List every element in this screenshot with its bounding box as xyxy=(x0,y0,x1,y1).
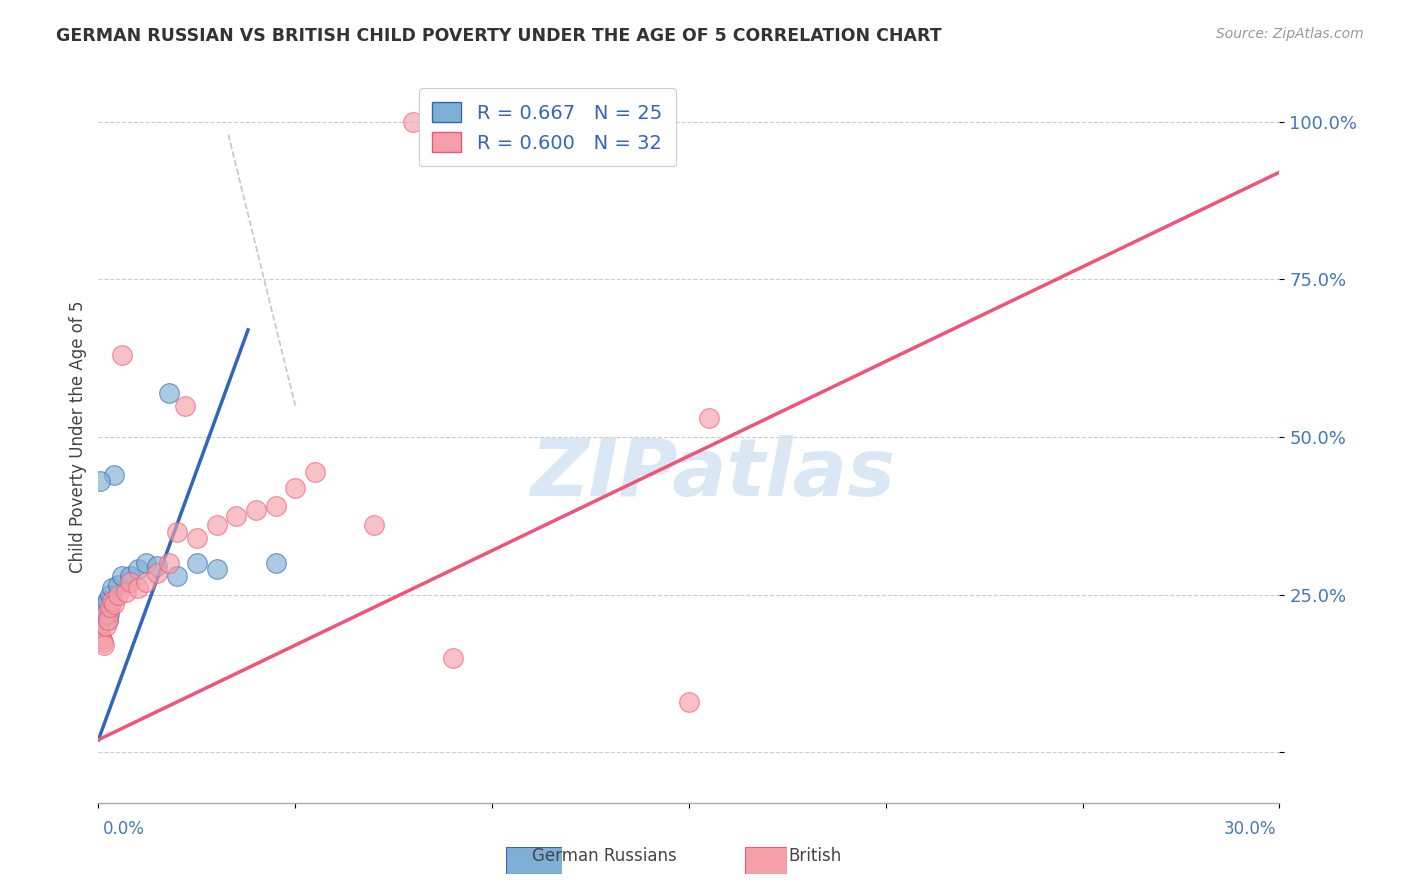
Point xyxy=(96,594,118,608)
Point xyxy=(135,575,157,590)
Point xyxy=(205,518,228,533)
Point xyxy=(245,502,267,516)
Point xyxy=(91,632,114,646)
Point xyxy=(186,556,208,570)
Point xyxy=(93,600,115,615)
Point xyxy=(101,582,124,596)
Point xyxy=(363,518,385,533)
Y-axis label: Child Poverty Under the Age of 5: Child Poverty Under the Age of 5 xyxy=(69,301,87,574)
Point xyxy=(91,609,114,624)
Point xyxy=(97,613,120,627)
Point xyxy=(103,597,125,611)
Point xyxy=(91,603,114,617)
Text: British: British xyxy=(789,847,842,865)
Point xyxy=(174,399,197,413)
Point xyxy=(304,465,326,479)
Point xyxy=(225,508,247,523)
Point xyxy=(94,607,117,621)
Point xyxy=(89,616,111,631)
Point xyxy=(98,588,121,602)
Point xyxy=(89,474,111,488)
Point xyxy=(186,531,208,545)
Point xyxy=(481,115,503,129)
Point xyxy=(157,386,180,401)
Text: ZIPatlas: ZIPatlas xyxy=(530,434,896,513)
Point xyxy=(135,556,157,570)
Text: German Russians: German Russians xyxy=(533,847,676,865)
Point xyxy=(115,584,138,599)
Point xyxy=(166,524,188,539)
Point xyxy=(103,467,125,482)
Point xyxy=(94,619,117,633)
Point xyxy=(118,569,141,583)
Point xyxy=(111,569,134,583)
Point xyxy=(402,115,425,129)
Text: Source: ZipAtlas.com: Source: ZipAtlas.com xyxy=(1216,27,1364,41)
Point xyxy=(264,556,287,570)
Point xyxy=(127,562,149,576)
Point xyxy=(146,559,169,574)
Point xyxy=(118,575,141,590)
Point xyxy=(441,650,464,665)
Point xyxy=(101,594,124,608)
Point xyxy=(111,348,134,362)
Text: 0.0%: 0.0% xyxy=(103,820,145,838)
Point xyxy=(96,597,118,611)
Point xyxy=(264,500,287,514)
Point xyxy=(107,588,129,602)
Point xyxy=(96,607,118,621)
Point xyxy=(166,569,188,583)
Point xyxy=(205,562,228,576)
Text: GERMAN RUSSIAN VS BRITISH CHILD POVERTY UNDER THE AGE OF 5 CORRELATION CHART: GERMAN RUSSIAN VS BRITISH CHILD POVERTY … xyxy=(56,27,942,45)
Point xyxy=(284,481,307,495)
Text: 30.0%: 30.0% xyxy=(1225,820,1277,838)
Point xyxy=(678,695,700,709)
Point xyxy=(91,635,114,649)
Point xyxy=(157,556,180,570)
Point xyxy=(93,638,115,652)
Point xyxy=(697,411,720,425)
Point xyxy=(127,582,149,596)
Point xyxy=(89,625,111,640)
Legend: R = 0.667   N = 25, R = 0.600   N = 32: R = 0.667 N = 25, R = 0.600 N = 32 xyxy=(419,88,676,167)
Point xyxy=(98,607,121,621)
Point xyxy=(146,566,169,580)
Point xyxy=(97,613,120,627)
Point xyxy=(107,578,129,592)
Point xyxy=(98,600,121,615)
